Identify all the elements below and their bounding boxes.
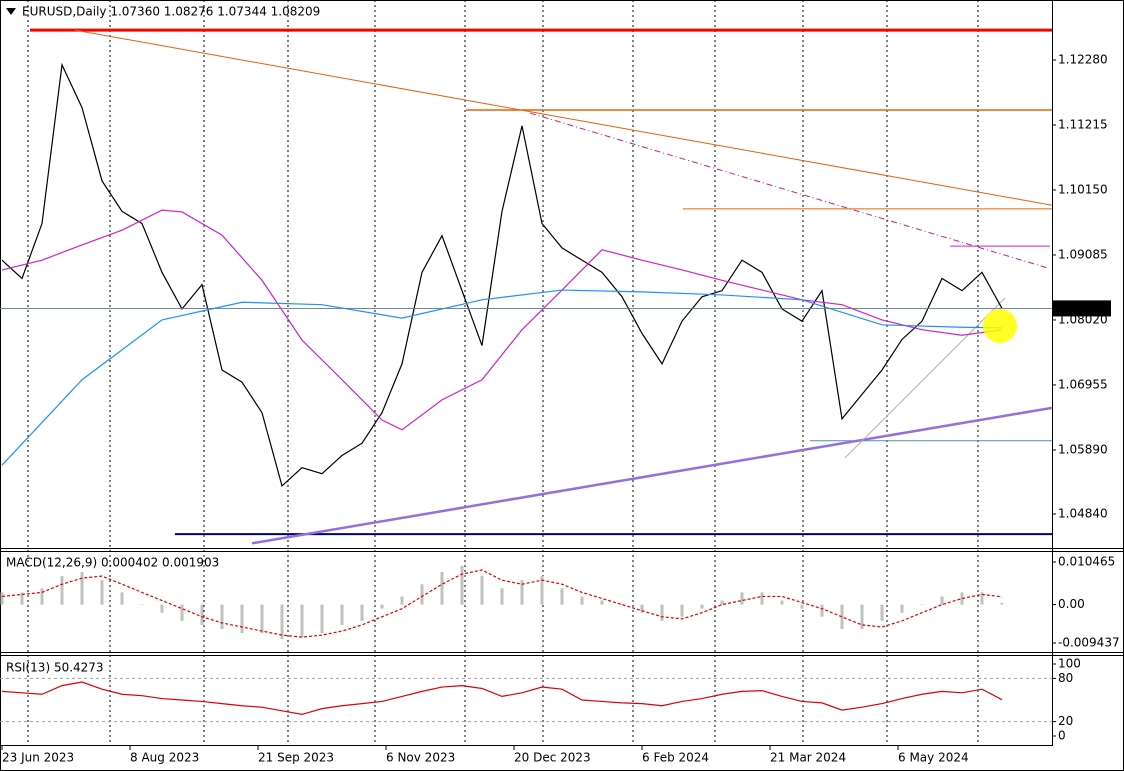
y-tick-label: 0 [1058, 728, 1066, 742]
histogram-bar [880, 604, 884, 621]
panel-title: RSI(13) 50.4273 [6, 661, 104, 675]
histogram-bar [480, 576, 484, 605]
histogram-bar [80, 572, 84, 605]
histogram-bar [240, 604, 244, 634]
y-tick-label: -0.009437 [1058, 635, 1120, 649]
histogram-bar [680, 604, 684, 617]
series-line [1, 681, 1003, 716]
histogram-bar [520, 580, 524, 605]
series-line [1, 62, 1003, 488]
last-price-box [1053, 300, 1111, 317]
histogram-bar [720, 600, 724, 605]
histogram-bar [100, 580, 104, 605]
y-tick-label: 20 [1058, 714, 1073, 728]
histogram-bar [860, 604, 864, 630]
histogram-bar [40, 588, 44, 605]
histogram-bar [560, 588, 564, 605]
panel-title: MACD(12,26,9) 0.000402 0.001903 [6, 556, 219, 570]
y-tick-label: 1.10150 [1058, 182, 1108, 196]
histogram-bar [920, 604, 924, 606]
histogram-bar [980, 592, 984, 605]
histogram-bar [460, 565, 464, 605]
histogram-bar [320, 604, 324, 634]
menu-triangle[interactable] [6, 8, 16, 15]
histogram-bar [180, 604, 184, 621]
x-tick-label: 21 Sep 2023 [258, 751, 334, 765]
histogram-bar [960, 592, 964, 605]
x-tick-label: 6 May 2024 [898, 751, 969, 765]
histogram-bar [380, 604, 384, 609]
y-tick-label: 0.010465 [1058, 555, 1115, 569]
histogram-bar [120, 592, 124, 605]
histogram-bar [140, 604, 144, 606]
drawn-line [74, 29, 1052, 206]
y-tick-label: 1.06955 [1058, 377, 1108, 391]
x-tick-label: 8 Aug 2023 [130, 751, 199, 765]
histogram-bar [1000, 602, 1004, 605]
x-tick-label: 6 Nov 2023 [386, 751, 455, 765]
y-tick-label: 1.09085 [1058, 247, 1108, 261]
histogram-bar [280, 604, 284, 640]
series-line [1, 569, 1003, 638]
plot-area [0, 565, 1004, 640]
histogram-bar [20, 592, 24, 605]
histogram-bar [0, 592, 4, 605]
histogram-bar [220, 604, 224, 630]
histogram-bar [340, 604, 344, 625]
histogram-bar [420, 584, 424, 605]
series-line [1, 289, 1003, 466]
x-tick-label: 21 Mar 2024 [770, 751, 846, 765]
drawn-line [844, 297, 1006, 459]
histogram-bar [620, 604, 624, 606]
histogram-bar [200, 604, 204, 625]
histogram-bar [900, 604, 904, 613]
plot-area [1, 28, 1052, 545]
histogram-bar [500, 588, 504, 605]
highlight-marker [983, 309, 1017, 343]
histogram-bar [300, 604, 304, 638]
plot-area [0, 677, 1052, 723]
histogram-bar [760, 592, 764, 605]
histogram-bar [800, 604, 804, 609]
histogram-bar [160, 604, 164, 613]
x-tick-label: 23 Jun 2023 [2, 751, 74, 765]
y-tick-label: 100 [1058, 656, 1081, 670]
histogram-bar [400, 596, 404, 605]
histogram-bar [60, 576, 64, 605]
x-tick-label: 6 Feb 2024 [642, 751, 709, 765]
drawn-line [251, 406, 1052, 545]
histogram-bar [940, 596, 944, 605]
histogram-bar [600, 600, 604, 605]
histogram-bar [700, 604, 704, 609]
panel-title: EURUSD,Daily 1.07360 1.08276 1.07344 1.0… [22, 5, 320, 19]
y-tick-label: 80 [1058, 671, 1073, 685]
histogram-bar [360, 604, 364, 621]
x-tick-label: 20 Dec 2023 [514, 751, 591, 765]
y-tick-label: 1.04840 [1058, 507, 1108, 521]
y-tick-label: 0.00 [1058, 597, 1085, 611]
y-tick-label: 1.05890 [1058, 442, 1108, 456]
histogram-bar [440, 572, 444, 605]
histogram-bar [780, 600, 784, 605]
histogram-bar [840, 604, 844, 630]
period-separators [27, 0, 979, 745]
y-tick-label: 1.11215 [1058, 117, 1108, 131]
y-tick-label: 1.12280 [1058, 52, 1108, 66]
series-line [1, 209, 1003, 431]
histogram-bar [740, 592, 744, 605]
histogram-bar [660, 604, 664, 621]
histogram-bar [640, 604, 644, 613]
histogram-bar [820, 604, 824, 617]
histogram-bar [580, 596, 584, 605]
histogram-bar [540, 576, 544, 605]
histogram-bar [260, 604, 264, 634]
last-price-label: 1.08209 [1058, 301, 1108, 315]
